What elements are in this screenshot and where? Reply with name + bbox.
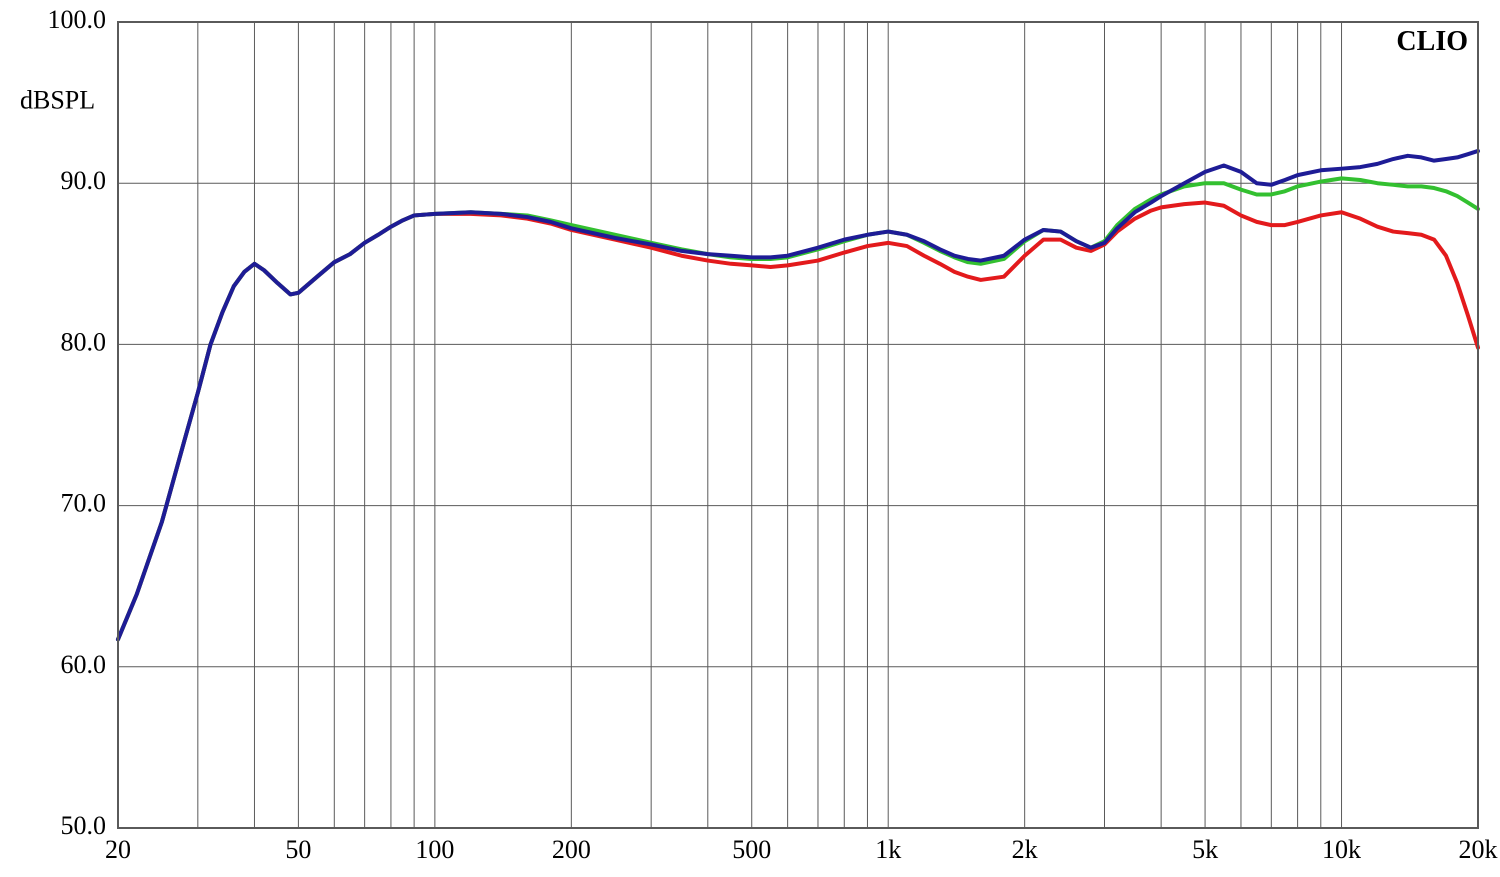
x-tick-label: 100 <box>415 835 454 864</box>
chart-svg: 50.0 60.0 70.0 80.0 90.0 100.0 20 50 100 200 500 1… <box>0 0 1500 877</box>
y-tick-label: 90.0 <box>61 166 107 195</box>
x-tick-label: 5k <box>1192 835 1218 864</box>
x-tick-label: 2k <box>1012 835 1038 864</box>
x-tick-label: 20k <box>1459 835 1498 864</box>
brand-label: CLIO <box>1396 26 1468 57</box>
y-tick-label: 60.0 <box>61 650 107 679</box>
y-tick-labels: 50.0 60.0 70.0 80.0 90.0 100.0 <box>48 5 107 840</box>
y-tick-label: 70.0 <box>61 489 107 518</box>
y-tick-label: 50.0 <box>61 811 107 840</box>
spl-frequency-chart: 50.0 60.0 70.0 80.0 90.0 100.0 20 50 100 200 500 1… <box>0 0 1500 877</box>
x-tick-label: 1k <box>875 835 901 864</box>
x-tick-labels: 20 50 100 200 500 1k 2k 5k 10k 20k <box>105 835 1498 864</box>
y-axis-label: dBSPL <box>20 86 95 115</box>
y-tick-label: 80.0 <box>61 327 107 356</box>
x-tick-label: 500 <box>732 835 771 864</box>
x-tick-label: 50 <box>285 835 311 864</box>
x-tick-label: 20 <box>105 835 131 864</box>
plot-background <box>118 22 1478 828</box>
x-tick-label: 200 <box>552 835 591 864</box>
x-tick-label: 10k <box>1322 835 1361 864</box>
y-tick-label: 100.0 <box>48 5 107 34</box>
